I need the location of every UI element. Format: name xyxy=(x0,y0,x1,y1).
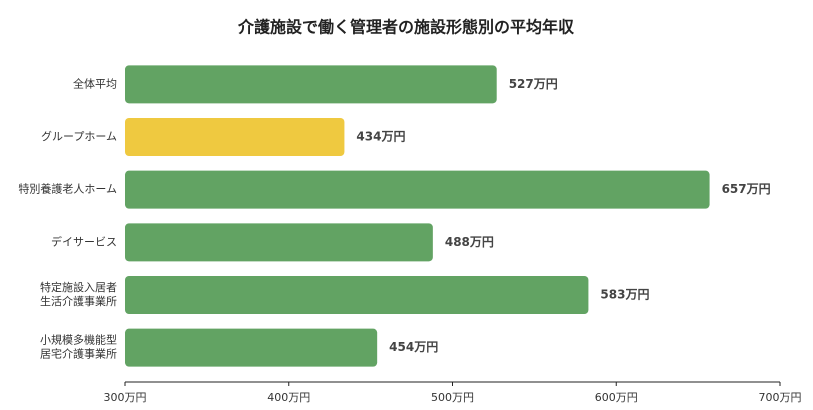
value-label: 657万円 xyxy=(722,182,771,196)
value-label: 527万円 xyxy=(509,77,558,91)
chart-title: 介護施設で働く管理者の施設形態別の平均年収 xyxy=(237,18,575,37)
y-tick-label: 特定施設入居者 xyxy=(40,280,117,294)
bar xyxy=(125,170,710,209)
y-tick-label: 全体平均 xyxy=(73,76,117,90)
y-tick-label: デイサービス xyxy=(51,234,117,248)
value-label: 583万円 xyxy=(600,288,649,302)
y-tick-label: 特別養護老人ホーム xyxy=(18,182,117,196)
y-tick-label: 居宅介護事業所 xyxy=(40,347,117,361)
y-tick-label: 生活介護事業所 xyxy=(40,294,117,308)
value-label: 488万円 xyxy=(445,235,494,249)
y-tick-label: グループホーム xyxy=(41,129,117,143)
x-tick-label: 400万円 xyxy=(267,391,310,404)
bar xyxy=(125,65,497,104)
bar xyxy=(125,276,589,314)
bar xyxy=(125,223,433,262)
bar xyxy=(125,328,378,367)
value-label: 454万円 xyxy=(389,340,438,354)
bar xyxy=(125,118,345,156)
y-tick-label: 小規模多機能型 xyxy=(40,333,117,347)
x-tick-label: 300万円 xyxy=(104,391,147,404)
x-tick-label: 700万円 xyxy=(759,391,802,404)
x-tick-label: 500万円 xyxy=(431,391,474,404)
x-tick-label: 600万円 xyxy=(595,391,638,404)
value-label: 434万円 xyxy=(356,130,405,144)
